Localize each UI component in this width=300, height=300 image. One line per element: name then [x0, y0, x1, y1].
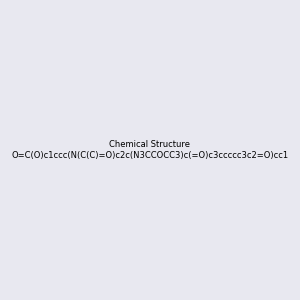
- Text: Chemical Structure
O=C(O)c1ccc(N(C(C)=O)c2c(N3CCOCC3)c(=O)c3ccccc3c2=O)cc1: Chemical Structure O=C(O)c1ccc(N(C(C)=O)…: [11, 140, 289, 160]
